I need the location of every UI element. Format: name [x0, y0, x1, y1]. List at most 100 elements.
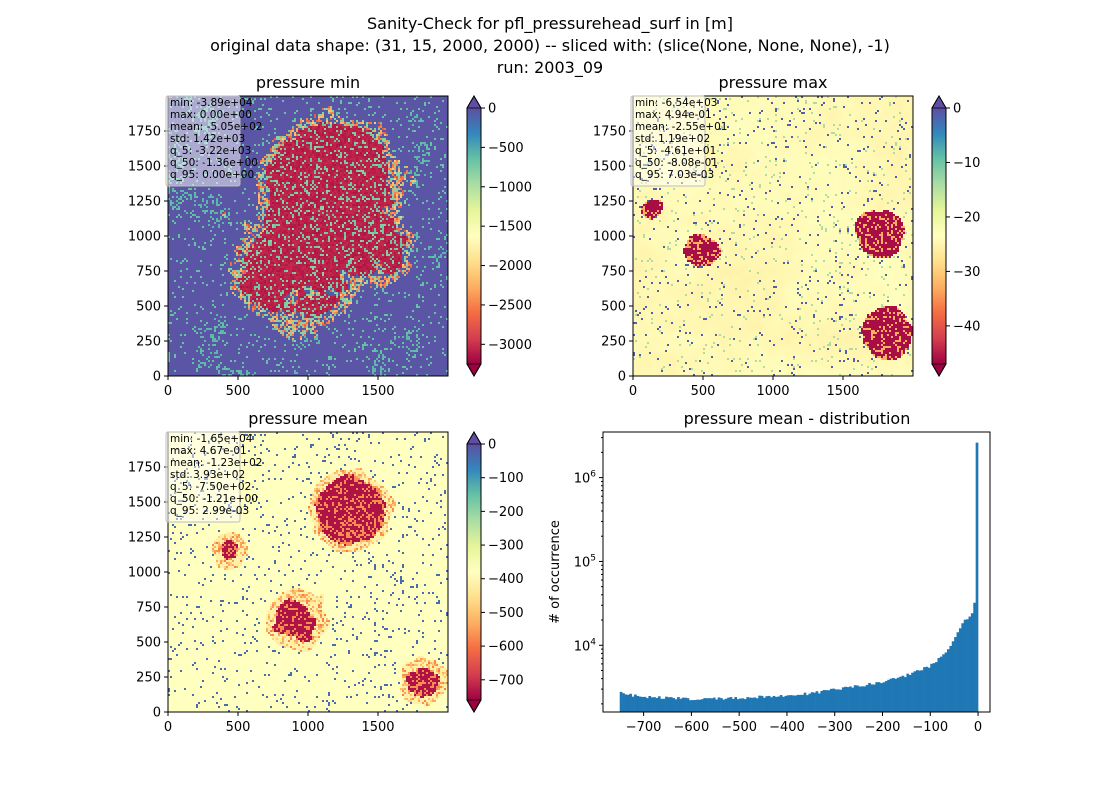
y-axis: 0 250 500 750 1000 1250 1500 1750 — [128, 461, 168, 721]
histogram-bar — [970, 613, 974, 712]
stats-box-bg — [165, 431, 241, 523]
histogram-bar — [772, 695, 776, 712]
title-line-1: Sanity-Check for pfl_pressurehead_surf i… — [367, 14, 733, 34]
histogram-bar — [932, 663, 936, 712]
histogram-bar — [791, 695, 795, 712]
histogram-bar — [927, 667, 931, 712]
y-tick-label: 0 — [153, 706, 161, 721]
histogram-bar — [920, 670, 924, 712]
histogram-bar — [758, 695, 761, 712]
stats-line: mean: -2.55e+01 — [635, 121, 727, 133]
histogram-bar — [858, 686, 862, 712]
histogram-bar — [751, 697, 754, 712]
colorbar-tick-label: −400 — [488, 572, 524, 587]
histogram-bar — [956, 632, 960, 712]
histogram-bar — [818, 693, 821, 712]
histogram-bar — [674, 699, 678, 712]
histogram-bar — [660, 698, 664, 712]
stats-line: min: -1.65e+04 — [170, 433, 253, 445]
histogram-bar — [851, 687, 855, 712]
panel-distribution: pressure mean - distribution −700 −600 −50… — [548, 409, 991, 735]
histogram-bar — [631, 696, 635, 712]
y-tick-label: 750 — [136, 601, 161, 616]
stats-line: q_95: 0.00e+00 — [170, 169, 254, 181]
histogram-bar — [655, 698, 659, 712]
histogram-bar — [975, 442, 979, 712]
histogram-bar — [717, 697, 721, 712]
colorbar-tick-label: −2000 — [488, 259, 532, 274]
histogram-bar — [743, 699, 747, 712]
stats-line: mean: -5.05e+02 — [170, 121, 262, 133]
y-tick-label: 500 — [136, 636, 161, 651]
y-axis: 0 250 500 750 1000 1250 1500 1750 — [128, 125, 168, 385]
histogram-bar — [681, 697, 685, 712]
colorbar-gradient — [467, 108, 481, 364]
x-tick-label: −600 — [674, 720, 710, 735]
x-axis: −700 −600 −500 −400 −300 −200 −100 0 — [626, 712, 982, 735]
colorbar-gradient — [932, 108, 946, 364]
x-tick-label: −300 — [817, 720, 853, 735]
histogram-bar — [803, 692, 807, 712]
histogram-bar — [693, 700, 697, 712]
histogram-bar — [834, 689, 838, 712]
histogram-bar — [963, 619, 967, 712]
histogram-bar — [925, 666, 929, 712]
stats-line: q_50: -8.08e-01 — [635, 157, 718, 169]
stats-line: q_50: -1.36e+00 — [170, 157, 258, 169]
histogram-bar — [657, 696, 661, 712]
histogram-bar — [875, 682, 879, 712]
histogram-bar — [887, 679, 890, 712]
colorbar-tick-label: −600 — [488, 640, 524, 655]
histogram-bar — [619, 691, 623, 712]
histogram-bar — [829, 688, 833, 712]
histogram-bars — [619, 442, 979, 712]
histogram-bar — [935, 662, 938, 712]
x-tick-label: −100 — [912, 720, 948, 735]
histogram-bar — [868, 682, 871, 712]
histogram-bar — [832, 688, 836, 712]
histogram-bar — [951, 641, 955, 712]
y-tick-label: 1750 — [128, 461, 161, 476]
x-tick-label: 1000 — [291, 720, 324, 735]
histogram-bar — [641, 696, 644, 712]
colorbar-tick-label: −3000 — [488, 338, 532, 353]
y-tick-label: 104 — [574, 637, 597, 654]
stats-line: q_95: 2.99e-03 — [170, 505, 249, 517]
histogram-bar — [949, 645, 953, 712]
y-tick-label: 1000 — [593, 230, 626, 245]
histogram-bar — [915, 670, 919, 712]
colorbar-tick-label: −40 — [953, 319, 980, 334]
histogram-bar — [686, 698, 690, 712]
histogram-bar — [880, 683, 883, 712]
colorbar-outline — [466, 95, 482, 377]
histogram-bar — [896, 677, 900, 712]
histogram-bar — [708, 698, 711, 712]
stats-box-bg — [630, 95, 706, 187]
histogram-bar — [765, 696, 769, 712]
histogram-bar — [846, 687, 850, 712]
y-tick-label: 750 — [601, 265, 626, 280]
histogram-bar — [748, 697, 752, 712]
histogram-bar — [684, 697, 687, 712]
x-axis: 0 500 1000 1500 — [164, 712, 395, 735]
x-tick-label: −500 — [721, 720, 757, 735]
colorbar-tick-label: 0 — [953, 102, 961, 117]
histogram-bar — [705, 698, 709, 712]
histogram-bar — [913, 671, 917, 712]
histogram-bar — [648, 695, 652, 712]
histogram-bar — [677, 697, 680, 712]
histogram-bar — [906, 673, 910, 712]
figure-title: Sanity-Check for pfl_pressurehead_surf i… — [210, 14, 890, 78]
y-tick-label: 1500 — [128, 496, 161, 511]
histogram-bar — [849, 686, 852, 712]
histogram-bar — [722, 699, 726, 712]
histogram-bar — [629, 693, 632, 712]
histogram-bar — [736, 699, 740, 712]
x-tick-label: 1500 — [826, 384, 859, 399]
histogram-bar — [863, 686, 867, 712]
histogram-bar — [808, 693, 812, 712]
histogram-bar — [973, 602, 976, 712]
